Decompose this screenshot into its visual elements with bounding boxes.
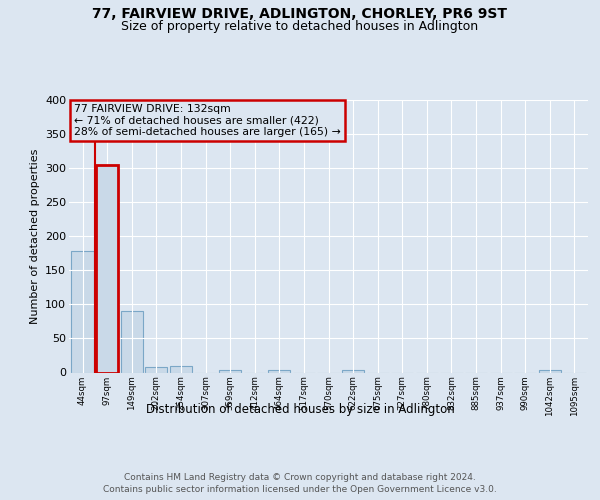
Bar — [121, 310, 143, 372]
Text: 77, FAIRVIEW DRIVE, ADLINGTON, CHORLEY, PR6 9ST: 77, FAIRVIEW DRIVE, ADLINGTON, CHORLEY, … — [92, 8, 508, 22]
Text: Contains HM Land Registry data © Crown copyright and database right 2024.: Contains HM Land Registry data © Crown c… — [124, 472, 476, 482]
Bar — [170, 366, 192, 372]
Text: Contains public sector information licensed under the Open Government Licence v3: Contains public sector information licen… — [103, 485, 497, 494]
Bar — [145, 367, 167, 372]
Bar — [539, 370, 561, 372]
Bar — [342, 370, 364, 372]
Text: Distribution of detached houses by size in Adlington: Distribution of detached houses by size … — [146, 402, 454, 415]
Bar — [219, 370, 241, 372]
Bar — [96, 166, 118, 372]
Text: Size of property relative to detached houses in Adlington: Size of property relative to detached ho… — [121, 20, 479, 33]
Y-axis label: Number of detached properties: Number of detached properties — [29, 148, 40, 324]
Bar — [71, 251, 94, 372]
Bar — [268, 370, 290, 372]
Text: 77 FAIRVIEW DRIVE: 132sqm
← 71% of detached houses are smaller (422)
28% of semi: 77 FAIRVIEW DRIVE: 132sqm ← 71% of detac… — [74, 104, 341, 138]
Bar — [96, 166, 118, 372]
